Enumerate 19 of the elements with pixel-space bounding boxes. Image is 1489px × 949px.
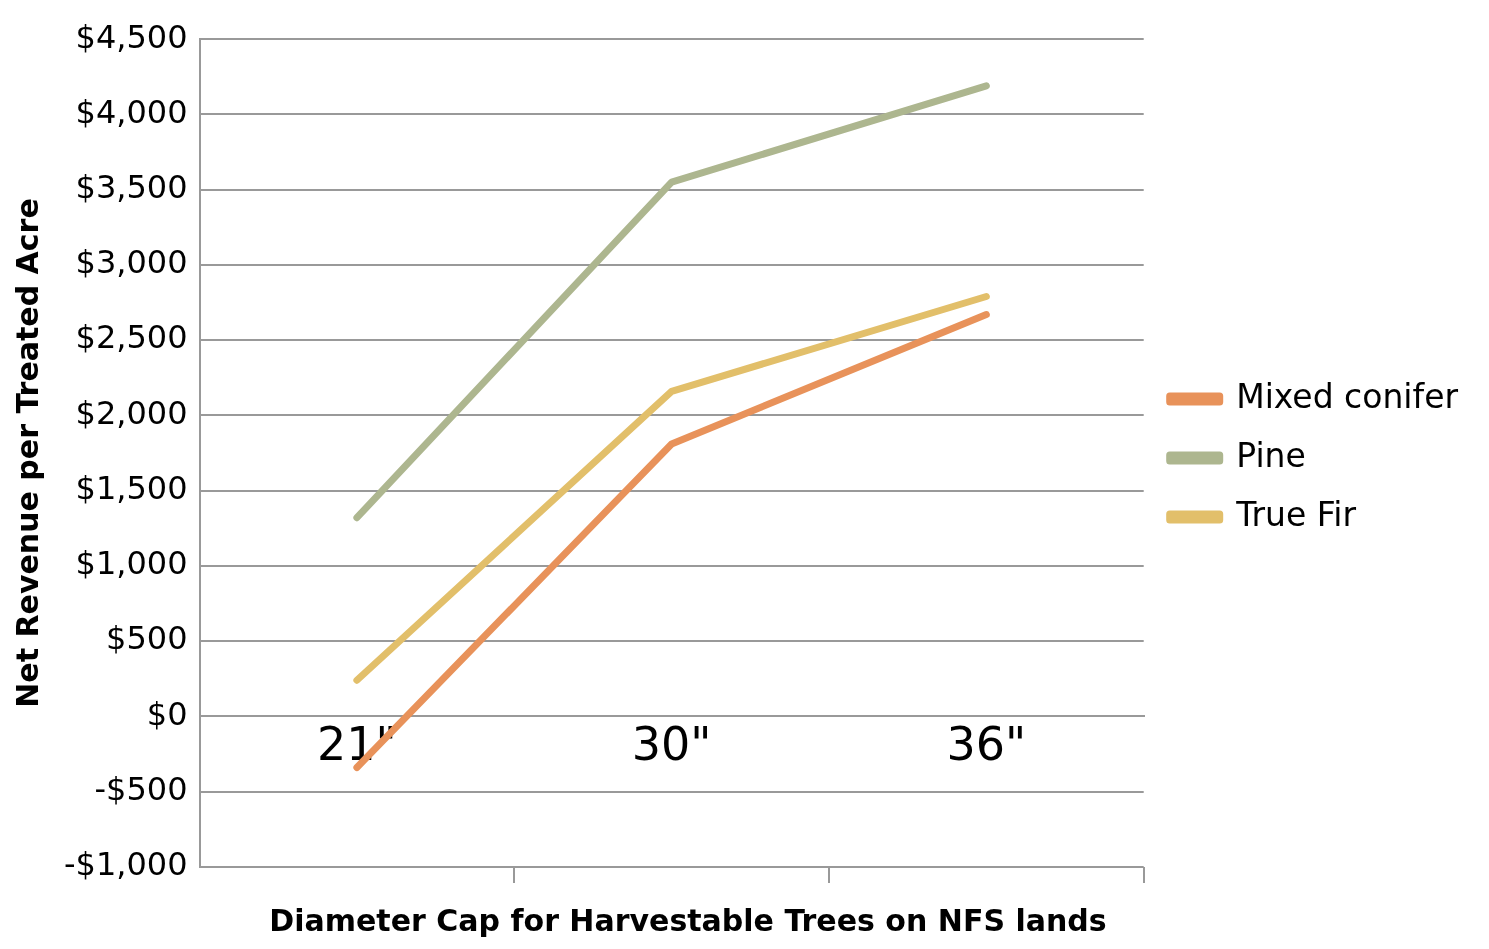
y-tick-label: $500 — [106, 619, 188, 658]
y-tick-label: $2,000 — [75, 393, 188, 432]
y-tick-label: $3,500 — [75, 167, 188, 206]
y-tick-label: $0 — [146, 694, 188, 733]
y-tick-label: -$1,000 — [64, 845, 188, 884]
y-tick-label: $2,500 — [75, 318, 188, 357]
y-axis-title: Net Revenue per Treated Acre — [9, 198, 45, 708]
x-tick-label: 36" — [946, 716, 1027, 771]
x-tick-label: 30" — [631, 716, 712, 771]
y-tick-label: $3,000 — [75, 243, 188, 282]
legend-label: True Fir — [1235, 494, 1357, 534]
y-tick-label: $1,000 — [75, 544, 188, 583]
legend-label: Pine — [1236, 435, 1306, 475]
y-tick-label: $4,500 — [75, 17, 188, 56]
y-tick-label: $4,000 — [75, 92, 188, 131]
y-tick-label: $1,500 — [75, 468, 188, 507]
y-tick-label: -$500 — [94, 769, 188, 808]
x-axis-title: Diameter Cap for Harvestable Trees on NFS lands — [268, 903, 1108, 938]
legend-label: Mixed conifer — [1236, 376, 1459, 416]
